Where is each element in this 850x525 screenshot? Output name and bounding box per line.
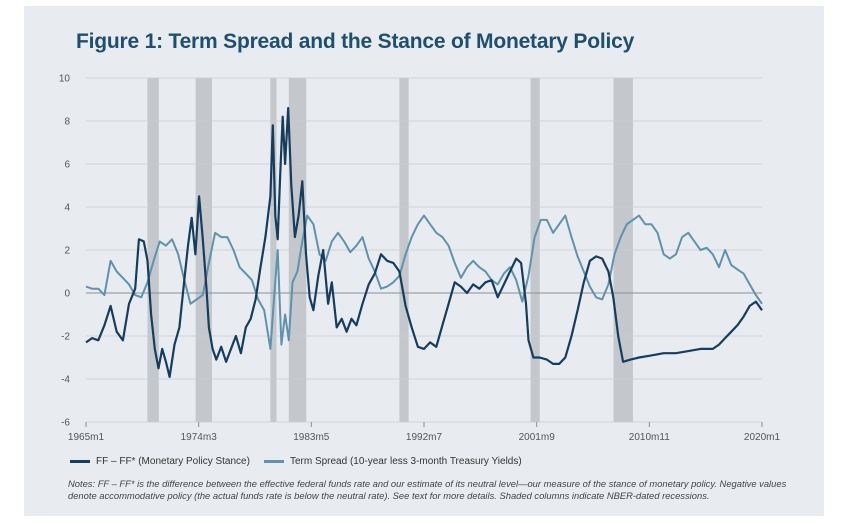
legend-label-ff: FF – FF* (Monetary Policy Stance) xyxy=(96,456,250,467)
x-tick-label: 1992m7 xyxy=(406,432,443,443)
y-tick-label: -2 xyxy=(61,332,70,343)
x-tick-label: 2020m1 xyxy=(744,432,781,443)
legend-swatch-spread xyxy=(263,460,284,463)
y-tick-label: -4 xyxy=(61,375,70,386)
ff-stance-line xyxy=(85,107,763,378)
y-tick-label: 6 xyxy=(64,160,70,171)
x-tick-label: 2001m9 xyxy=(519,432,556,443)
y-tick-label: 2 xyxy=(64,246,70,257)
legend-item-ff: FF – FF* (Monetary Policy Stance) xyxy=(70,456,250,467)
x-tick-label: 1965m1 xyxy=(68,432,105,443)
x-tick-label: 1974m3 xyxy=(181,432,218,443)
y-tick-label: 8 xyxy=(64,117,70,128)
legend-label-spread: Term Spread (10-year less 3-month Treasu… xyxy=(289,456,522,467)
legend: FF – FF* (Monetary Policy Stance) Term S… xyxy=(70,456,536,467)
x-tick-label: 2010m11 xyxy=(629,432,670,443)
axis-labels: -6 -4 -2 0 2 4 6 8 10 1965m1 1974m3 1983m5 1992m7 200… xyxy=(59,74,781,444)
gridlines xyxy=(85,77,763,427)
y-tick-label: 4 xyxy=(64,203,70,214)
y-tick-label: 10 xyxy=(59,74,71,85)
series-lines xyxy=(85,107,763,378)
term-spread-line xyxy=(85,214,763,350)
chart-notes: Notes: FF – FF* is the difference betwee… xyxy=(68,478,787,501)
chart-title: Figure 1: Term Spread and the Stance of … xyxy=(76,30,635,53)
x-tick-label: 1983m5 xyxy=(293,432,330,443)
legend-swatch-ff xyxy=(70,460,90,463)
y-tick-label: 0 xyxy=(64,289,70,300)
legend-item-spread: Term Spread (10-year less 3-month Treasu… xyxy=(263,456,522,467)
y-tick-label: -6 xyxy=(61,418,70,429)
